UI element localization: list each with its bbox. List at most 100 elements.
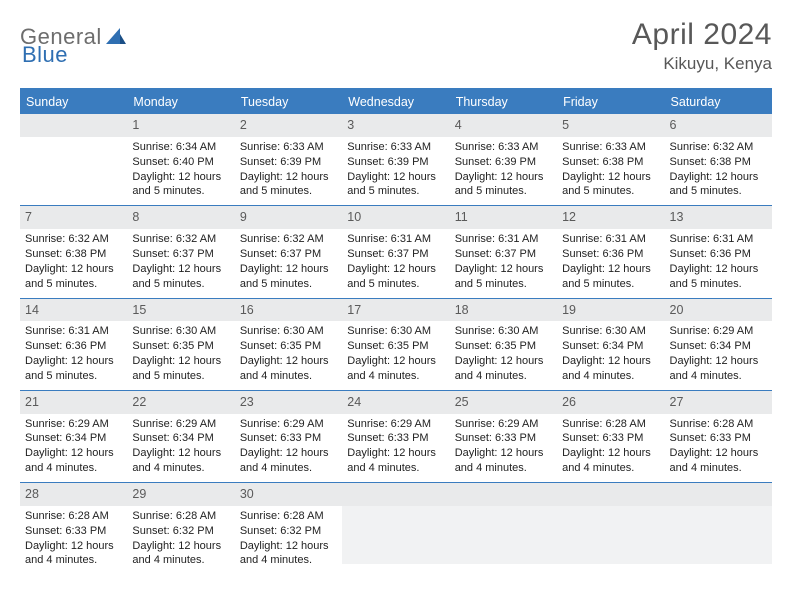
trailing-empty [557, 506, 664, 564]
daylight-text: Daylight: 12 hours [240, 262, 337, 277]
daylight-text: Daylight: 12 hours [562, 262, 659, 277]
weekday-header: Thursday [450, 90, 557, 114]
day-cell: 10Sunrise: 6:31 AMSunset: 6:37 PMDayligh… [342, 206, 449, 297]
day-number-bar: 14 [20, 299, 127, 322]
weekday-header: Wednesday [342, 90, 449, 114]
daylight-text: and 5 minutes. [670, 184, 767, 199]
sunset-text: Sunset: 6:34 PM [132, 431, 229, 446]
sunrise-text: Sunrise: 6:29 AM [670, 324, 767, 339]
day-body: Sunrise: 6:33 AMSunset: 6:38 PMDaylight:… [557, 137, 664, 199]
day-cell: 26Sunrise: 6:28 AMSunset: 6:33 PMDayligh… [557, 391, 664, 482]
sunrise-text: Sunrise: 6:33 AM [562, 140, 659, 155]
sunrise-text: Sunrise: 6:33 AM [347, 140, 444, 155]
daylight-text: Daylight: 12 hours [25, 446, 122, 461]
daylight-text: and 4 minutes. [562, 369, 659, 384]
day-body: Sunrise: 6:28 AMSunset: 6:33 PMDaylight:… [557, 414, 664, 476]
day-cell: 24Sunrise: 6:29 AMSunset: 6:33 PMDayligh… [342, 391, 449, 482]
day-body: Sunrise: 6:31 AMSunset: 6:37 PMDaylight:… [342, 229, 449, 291]
day-cell [20, 114, 127, 205]
day-body: Sunrise: 6:31 AMSunset: 6:37 PMDaylight:… [450, 229, 557, 291]
day-number-bar: 28 [20, 483, 127, 506]
day-body: Sunrise: 6:29 AMSunset: 6:33 PMDaylight:… [342, 414, 449, 476]
sunrise-text: Sunrise: 6:29 AM [132, 417, 229, 432]
sunset-text: Sunset: 6:38 PM [25, 247, 122, 262]
day-number-bar: 4 [450, 114, 557, 137]
daylight-text: and 5 minutes. [455, 184, 552, 199]
sunrise-text: Sunrise: 6:32 AM [25, 232, 122, 247]
sunrise-text: Sunrise: 6:31 AM [562, 232, 659, 247]
daylight-text: and 5 minutes. [25, 277, 122, 292]
daylight-text: and 4 minutes. [347, 461, 444, 476]
daylight-text: and 5 minutes. [240, 277, 337, 292]
day-body: Sunrise: 6:30 AMSunset: 6:35 PMDaylight:… [235, 321, 342, 383]
day-number-bar: 16 [235, 299, 342, 322]
header-area: General April 2024 Kikuyu, Kenya [20, 18, 772, 74]
day-cell: 14 Sunrise: 6:31 AMSunset: 6:36 PMDayligh… [20, 299, 127, 390]
weeks-container: 1Sunrise: 6:34 AMSunset: 6:40 PMDaylight… [20, 114, 772, 574]
day-cell [557, 483, 664, 574]
day-number-bar: 23 [235, 391, 342, 414]
day-cell: 7Sunrise: 6:32 AMSunset: 6:38 PMDaylight… [20, 206, 127, 297]
day-number-bar: 24 [342, 391, 449, 414]
daylight-text: Daylight: 12 hours [455, 446, 552, 461]
sunrise-text: Sunrise: 6:32 AM [240, 232, 337, 247]
day-body: Sunrise: 6:32 AMSunset: 6:37 PMDaylight:… [127, 229, 234, 291]
day-cell [450, 483, 557, 574]
day-body: Sunrise: 6:29 AMSunset: 6:33 PMDaylight:… [235, 414, 342, 476]
sunset-text: Sunset: 6:37 PM [455, 247, 552, 262]
day-cell: 30Sunrise: 6:28 AMSunset: 6:32 PMDayligh… [235, 483, 342, 574]
daylight-text: Daylight: 12 hours [240, 354, 337, 369]
sunrise-text: Sunrise: 6:30 AM [455, 324, 552, 339]
sunset-text: Sunset: 6:33 PM [562, 431, 659, 446]
day-cell: 22Sunrise: 6:29 AMSunset: 6:34 PMDayligh… [127, 391, 234, 482]
sunset-text: Sunset: 6:33 PM [347, 431, 444, 446]
daylight-text: and 5 minutes. [132, 369, 229, 384]
week-row: 28Sunrise: 6:28 AMSunset: 6:33 PMDayligh… [20, 483, 772, 574]
daylight-text: and 4 minutes. [132, 461, 229, 476]
daylight-text: Daylight: 12 hours [25, 354, 122, 369]
day-body: Sunrise: 6:32 AMSunset: 6:38 PMDaylight:… [665, 137, 772, 199]
day-number-bar: 13 [665, 206, 772, 229]
day-cell: 1Sunrise: 6:34 AMSunset: 6:40 PMDaylight… [127, 114, 234, 205]
day-number-bar: 15 [127, 299, 234, 322]
daylight-text: and 5 minutes. [562, 277, 659, 292]
day-cell: 9Sunrise: 6:32 AMSunset: 6:37 PMDaylight… [235, 206, 342, 297]
trailing-empty [342, 506, 449, 564]
daylight-text: and 4 minutes. [25, 553, 122, 568]
daylight-text: and 4 minutes. [25, 461, 122, 476]
day-number-bar: 19 [557, 299, 664, 322]
day-cell: 15Sunrise: 6:30 AMSunset: 6:35 PMDayligh… [127, 299, 234, 390]
sunset-text: Sunset: 6:38 PM [670, 155, 767, 170]
day-body: Sunrise: 6:33 AMSunset: 6:39 PMDaylight:… [450, 137, 557, 199]
daylight-text: and 4 minutes. [455, 461, 552, 476]
day-cell: 4Sunrise: 6:33 AMSunset: 6:39 PMDaylight… [450, 114, 557, 205]
sunrise-text: Sunrise: 6:31 AM [25, 324, 122, 339]
day-number-bar: 12 [557, 206, 664, 229]
sunset-text: Sunset: 6:36 PM [562, 247, 659, 262]
day-body: Sunrise: 6:29 AMSunset: 6:34 PMDaylight:… [665, 321, 772, 383]
day-number-bar: 30 [235, 483, 342, 506]
day-number-bar: 2 [235, 114, 342, 137]
sunset-text: Sunset: 6:36 PM [25, 339, 122, 354]
location-text: Kikuyu, Kenya [632, 54, 772, 74]
day-number-bar [665, 483, 772, 506]
day-cell: 6Sunrise: 6:32 AMSunset: 6:38 PMDaylight… [665, 114, 772, 205]
day-cell: 11Sunrise: 6:31 AMSunset: 6:37 PMDayligh… [450, 206, 557, 297]
day-cell [665, 483, 772, 574]
day-body: Sunrise: 6:30 AMSunset: 6:35 PMDaylight:… [342, 321, 449, 383]
daylight-text: Daylight: 12 hours [670, 446, 767, 461]
weekday-header: Tuesday [235, 90, 342, 114]
sunset-text: Sunset: 6:38 PM [562, 155, 659, 170]
calendar-page: General April 2024 Kikuyu, Kenya Blue Su… [0, 0, 792, 584]
daylight-text: Daylight: 12 hours [670, 262, 767, 277]
sunrise-text: Sunrise: 6:28 AM [562, 417, 659, 432]
daylight-text: Daylight: 12 hours [347, 170, 444, 185]
day-body: Sunrise: 6:28 AMSunset: 6:33 PMDaylight:… [20, 506, 127, 568]
daylight-text: Daylight: 12 hours [455, 262, 552, 277]
day-cell: 8Sunrise: 6:32 AMSunset: 6:37 PMDaylight… [127, 206, 234, 297]
daylight-text: and 4 minutes. [240, 553, 337, 568]
day-cell: 28Sunrise: 6:28 AMSunset: 6:33 PMDayligh… [20, 483, 127, 574]
day-body: Sunrise: 6:30 AMSunset: 6:35 PMDaylight:… [450, 321, 557, 383]
sunrise-text: Sunrise: 6:29 AM [240, 417, 337, 432]
day-body: Sunrise: 6:28 AMSunset: 6:33 PMDaylight:… [665, 414, 772, 476]
